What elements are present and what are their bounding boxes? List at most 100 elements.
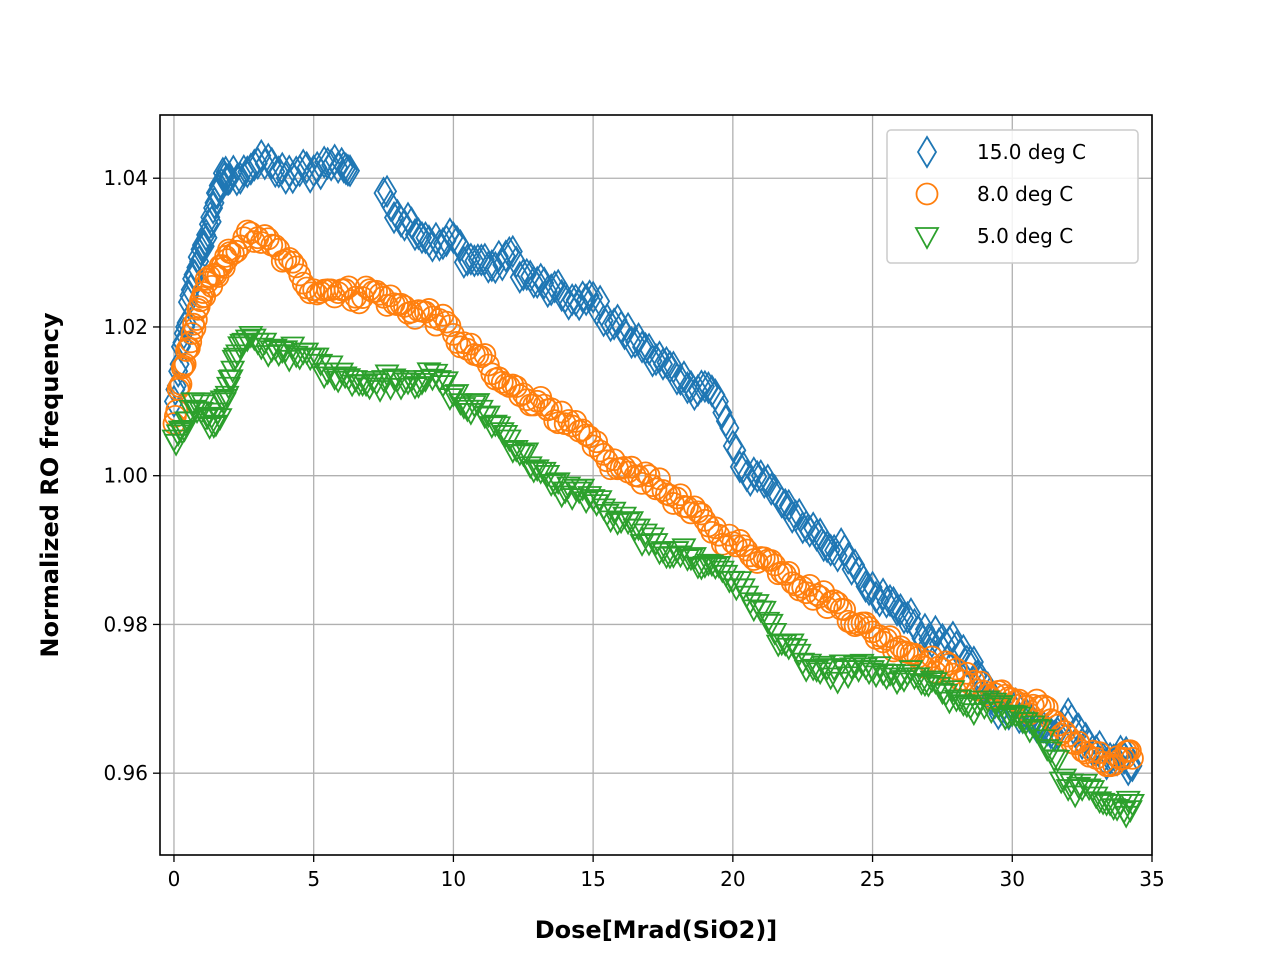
- data-point: [679, 501, 703, 525]
- data-point-fill: [277, 246, 301, 270]
- data-point-fill: [1066, 776, 1092, 800]
- data-point-fill: [225, 239, 249, 263]
- data-point-fill: [433, 371, 459, 395]
- data-point-fill: [712, 395, 733, 430]
- legend-entry: 15.0 deg C: [916, 135, 1086, 169]
- legend-entry: 5.0 deg C: [914, 224, 1073, 250]
- legend-label: 5.0 deg C: [977, 224, 1073, 248]
- data-point-fill: [251, 138, 272, 173]
- data-point-fill: [481, 249, 502, 283]
- data-point-fill: [869, 584, 890, 618]
- data-point-fill: [215, 376, 241, 400]
- legend-marker: [915, 182, 939, 206]
- data-point-fill: [866, 580, 887, 614]
- data-point-fill: [738, 544, 762, 568]
- data-point-fill: [237, 155, 258, 189]
- data-point: [777, 560, 801, 584]
- data-point-fill: [408, 217, 429, 251]
- data-point-fill: [811, 655, 837, 679]
- data-point: [792, 511, 813, 545]
- data-point-fill: [815, 596, 839, 619]
- data-point: [541, 273, 562, 307]
- data-point-fill: [782, 500, 803, 535]
- data-point-fill: [702, 557, 728, 581]
- data-point-fill: [281, 250, 305, 274]
- data-point-fill: [450, 228, 471, 263]
- data-point: [694, 369, 715, 404]
- data-point: [513, 258, 534, 292]
- data-point: [707, 523, 731, 547]
- data-point: [339, 154, 361, 188]
- data-point: [818, 667, 844, 691]
- data-point-fill: [190, 232, 211, 267]
- legend-marker: [914, 227, 940, 250]
- data-point-fill: [464, 244, 485, 278]
- data-point-fill: [880, 663, 907, 687]
- data-point-fill: [194, 267, 218, 291]
- data-point: [874, 667, 900, 691]
- data-point: [1119, 794, 1145, 817]
- data-point-fill: [333, 150, 354, 184]
- data-point: [539, 397, 563, 421]
- series-2: [161, 325, 1145, 829]
- data-point-fill: [626, 518, 652, 542]
- legend-box: [886, 129, 1139, 264]
- data-point: [862, 570, 883, 605]
- x-tick-label: 30: [1000, 867, 1025, 891]
- data-point-fill: [676, 495, 699, 519]
- data-point-fill: [641, 474, 664, 498]
- data-point-fill: [436, 224, 457, 258]
- data-point: [680, 369, 701, 404]
- data-point-fill: [252, 332, 278, 356]
- data-point-fill: [576, 282, 597, 317]
- data-point-fill: [230, 161, 251, 195]
- data-point-fill: [395, 372, 421, 396]
- data-point-fill: [522, 393, 546, 417]
- y-axis-label: Normalized RO frequency: [36, 312, 64, 657]
- data-point: [469, 345, 493, 369]
- data-point-fill: [220, 360, 246, 384]
- data-point-fill: [961, 703, 987, 727]
- data-point: [343, 370, 369, 393]
- x-tick-label: 20: [720, 867, 745, 891]
- data-point-fill: [229, 333, 255, 357]
- data-point-fill: [921, 624, 942, 659]
- data-point-fill: [217, 238, 240, 262]
- data-point: [820, 533, 841, 567]
- data-point-fill: [955, 661, 979, 685]
- data-point: [666, 362, 688, 396]
- data-point-fill: [394, 208, 415, 242]
- data-point-fill: [950, 694, 976, 718]
- data-point-fill: [268, 155, 289, 189]
- data-point-fill: [688, 557, 714, 581]
- legend: 15.0 deg C 8.0 deg C 5.0 deg C: [886, 129, 1139, 264]
- data-point-fill: [1117, 800, 1143, 824]
- data-point-fill: [825, 671, 851, 695]
- data-point: [833, 598, 857, 621]
- data-point-fill: [556, 476, 582, 500]
- data-point-fill: [615, 512, 641, 536]
- data-point-fill: [690, 502, 713, 526]
- data-point-fill: [560, 414, 584, 438]
- data-point-fill: [893, 601, 915, 635]
- data-point: [510, 444, 536, 468]
- legend-label: 8.0 deg C: [977, 182, 1073, 206]
- data-point-fill: [296, 150, 317, 185]
- data-point-fill: [283, 345, 309, 369]
- data-point-fill: [335, 151, 356, 186]
- data-point-fill: [546, 411, 570, 435]
- x-tick-label: 5: [307, 867, 320, 891]
- data-point-fill: [180, 322, 204, 345]
- data-point-fill: [839, 657, 865, 681]
- data-point-fill: [515, 388, 539, 412]
- data-point-fill: [592, 442, 616, 466]
- data-point-fill: [402, 377, 428, 400]
- data-point-fill: [813, 528, 834, 563]
- data-point-fill: [579, 279, 600, 313]
- data-point-fill: [855, 569, 876, 604]
- data-point-fill: [509, 260, 530, 295]
- data-point-fill: [374, 364, 400, 388]
- data-point: [776, 637, 802, 661]
- data-point-fill: [1045, 749, 1071, 773]
